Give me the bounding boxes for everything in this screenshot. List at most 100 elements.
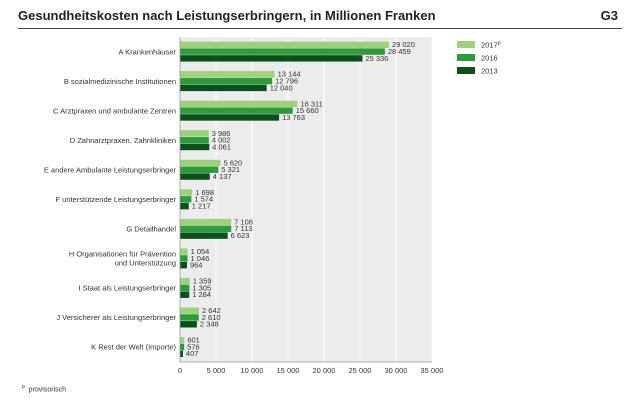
category-label-line: I Staat als Leistungserbringer	[78, 284, 176, 293]
plot-area	[180, 37, 432, 362]
data-label: 12 796	[275, 77, 298, 86]
data-label: 7 108	[234, 217, 253, 226]
bar	[180, 41, 389, 48]
category-label: A Krankenhäuser	[118, 47, 176, 56]
bar	[180, 196, 192, 203]
category-label: F unterstützende Leistungserbringer	[56, 195, 177, 204]
data-label: 4 002	[212, 136, 231, 145]
bar	[180, 130, 209, 137]
data-label: 1 046	[191, 254, 210, 263]
data-label: 1 359	[193, 277, 212, 286]
category-label-line: D Zahnarztpraxen, Zahnkliniken	[70, 136, 176, 145]
data-label: 407	[186, 349, 199, 358]
x-tick-label: 10 000	[241, 366, 264, 375]
legend-label: 2013	[481, 67, 498, 76]
bar	[180, 107, 293, 114]
bar	[180, 291, 190, 298]
x-tick-label: 35 000	[421, 366, 444, 375]
bar	[180, 137, 209, 144]
bar	[180, 166, 219, 173]
bar	[180, 143, 210, 151]
x-tick-label: 20 000	[313, 366, 336, 375]
x-tick-label: 15 000	[277, 366, 300, 375]
data-label: 7 113	[234, 224, 252, 233]
category-label: G Detailhandel	[126, 225, 176, 234]
bar	[180, 77, 273, 85]
bar	[180, 255, 188, 262]
chart-title: Gesundheitskosten nach Leistungserbringe…	[18, 8, 436, 23]
bar	[180, 55, 363, 62]
data-label: 964	[190, 261, 203, 270]
category-label: C Arztpraxen und ambulante Zentren	[53, 106, 176, 115]
category-label-line: und Unterstützung	[115, 259, 176, 268]
data-label: 5 620	[223, 158, 242, 167]
bar	[180, 84, 267, 92]
bar	[180, 284, 190, 292]
category-label: E andere Ambulante Leistungserbringer	[44, 165, 177, 174]
legend-swatch	[457, 67, 475, 74]
bar	[180, 71, 275, 78]
category-label: J Versicherer als Leistungserbringer	[56, 313, 176, 322]
bar	[180, 189, 193, 196]
bar	[180, 225, 232, 233]
category-label-line: C Arztpraxen und ambulante Zentren	[53, 106, 176, 115]
bar	[180, 337, 185, 344]
category-label-line: B sozialmedizinische Institutionen	[64, 77, 176, 86]
data-label: 1 217	[192, 202, 211, 211]
x-tick-label: 0	[178, 366, 182, 375]
legend-swatch	[457, 54, 475, 61]
bar	[180, 307, 200, 314]
data-label: 28 459	[388, 47, 411, 56]
x-tick-label: 30 000	[385, 366, 408, 375]
bar	[180, 48, 385, 55]
legend-sup: p	[498, 41, 501, 47]
data-label: 1 698	[195, 188, 214, 197]
bar	[180, 277, 190, 285]
data-label: 15 660	[296, 106, 319, 115]
data-label: 12 040	[270, 83, 293, 92]
data-label: 5 321	[221, 165, 240, 174]
bar	[180, 232, 228, 239]
bar	[180, 202, 189, 210]
data-label: 16 311	[300, 99, 322, 108]
bar	[180, 173, 210, 180]
bar	[180, 314, 199, 321]
data-label: 6 623	[231, 231, 250, 240]
footnote-text: provisorisch	[28, 386, 67, 394]
data-label: 13 763	[282, 113, 305, 122]
category-label-line: G Detailhandel	[126, 225, 176, 234]
category-label-line: H Organisationen für Prävention	[69, 250, 176, 259]
bar	[180, 114, 280, 121]
data-label: 1 054	[191, 247, 210, 256]
x-tick-label: 25 000	[349, 366, 372, 375]
category-label: K Rest der Welt (Importe)	[91, 343, 176, 352]
data-label: 13 144	[278, 70, 301, 79]
category-label-line: J Versicherer als Leistungserbringer	[56, 313, 176, 322]
data-label: 601	[187, 336, 200, 345]
bar	[180, 248, 188, 255]
footnote-mark: p	[22, 384, 25, 390]
data-label: 2 642	[202, 306, 221, 315]
category-label-line: E andere Ambulante Leistungserbringer	[44, 165, 177, 174]
data-label: 2 348	[200, 320, 219, 329]
legend-label: 2017p	[481, 41, 501, 50]
data-label: 4 137	[213, 172, 232, 181]
chart-code: G3	[600, 8, 618, 23]
category-label: H Organisationen für Prävention und Unter…	[69, 250, 176, 268]
bar	[180, 350, 183, 358]
bar	[180, 218, 232, 226]
category-label: D Zahnarztpraxen, Zahnkliniken	[70, 136, 176, 145]
category-label-line: A Krankenhäuser	[118, 47, 176, 56]
bar	[180, 321, 197, 328]
data-label: 29 020	[392, 40, 415, 49]
bar	[180, 343, 185, 351]
data-label: 1 574	[194, 195, 213, 204]
bar	[180, 159, 221, 167]
footnote: p provisorisch	[22, 384, 66, 393]
data-label: 4 061	[212, 142, 231, 151]
legend-label: 2016	[481, 54, 498, 63]
data-label: 1 305	[192, 283, 211, 292]
data-label: 3 986	[212, 129, 231, 138]
bar	[180, 100, 298, 108]
